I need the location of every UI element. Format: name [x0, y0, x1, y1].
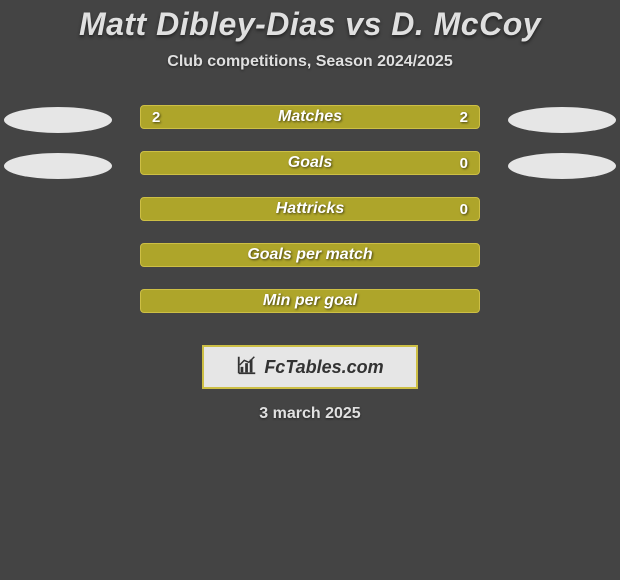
stat-value-right: 2: [440, 105, 480, 129]
stat-row: Goals 0: [0, 147, 620, 193]
stat-row: Matches 2 2: [0, 101, 620, 147]
stat-bar: Matches: [140, 105, 480, 129]
player-left-marker: [4, 153, 112, 179]
stat-bar: Hattricks: [140, 197, 480, 221]
stat-value-right: 0: [440, 197, 480, 221]
stat-label: Goals: [288, 154, 332, 172]
comparison-title: Matt Dibley-Dias vs D. McCoy: [0, 0, 620, 43]
stat-value-left: 2: [140, 105, 180, 129]
player-right-marker: [508, 107, 616, 133]
player-right-marker: [508, 153, 616, 179]
stat-row: Hattricks 0: [0, 193, 620, 239]
stat-bar: Min per goal: [140, 289, 480, 313]
branding-text: FcTables.com: [264, 357, 383, 378]
stat-label: Goals per match: [247, 246, 372, 264]
stat-label: Hattricks: [276, 200, 344, 218]
player-left-marker: [4, 107, 112, 133]
stat-value-right: 0: [440, 151, 480, 175]
branding-box: FcTables.com: [202, 345, 418, 389]
stat-bar: Goals: [140, 151, 480, 175]
stat-row: Goals per match: [0, 239, 620, 285]
stat-label: Min per goal: [263, 292, 357, 310]
comparison-subtitle: Club competitions, Season 2024/2025: [0, 53, 620, 71]
stat-bar: Goals per match: [140, 243, 480, 267]
stat-row: Min per goal: [0, 285, 620, 331]
generation-date: 3 march 2025: [0, 405, 620, 423]
stat-rows: Matches 2 2 Goals 0 Hattricks 0 Goals per match…: [0, 101, 620, 331]
stat-label: Matches: [278, 108, 342, 126]
chart-icon: [236, 354, 258, 381]
